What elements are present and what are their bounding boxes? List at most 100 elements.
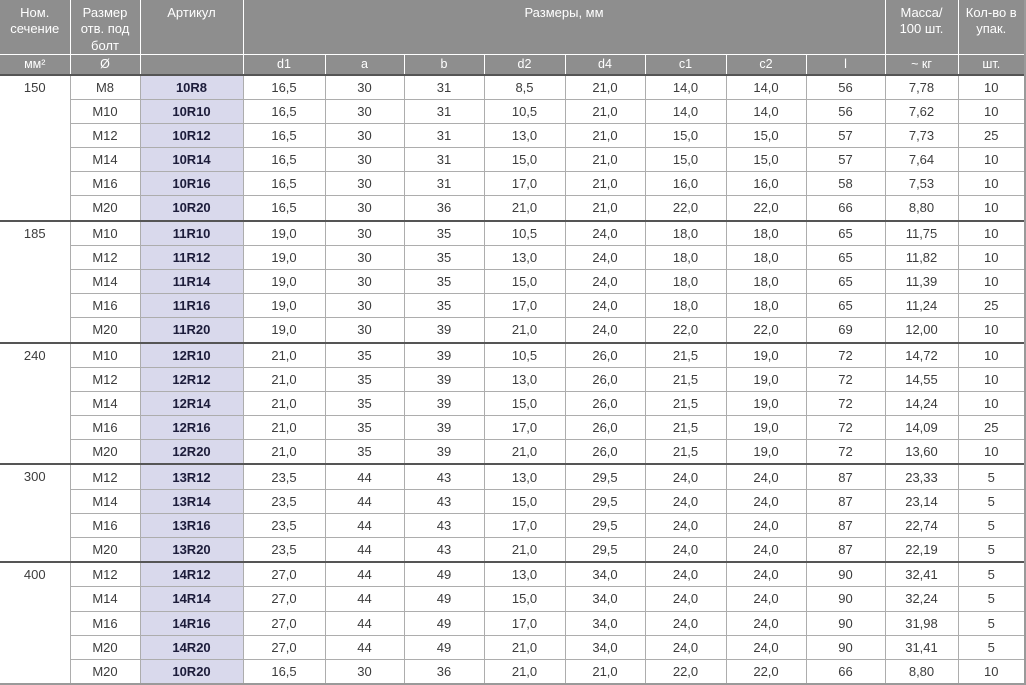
data-cell: 19,0: [242, 293, 326, 319]
data-cell: 35: [403, 293, 485, 319]
bolt-size-cell: М16: [70, 414, 141, 441]
data-cell: 16,5: [242, 74, 326, 101]
artikul-cell: 10R10: [139, 99, 244, 125]
data-cell: 39: [403, 390, 485, 416]
table-row: 240 М10 12R10 21,0 35 39 10,5 26,0 21,5 19,0 72 14,…: [0, 342, 1026, 465]
data-cell: 44: [324, 561, 405, 588]
data-cell: 21,5: [644, 414, 727, 441]
data-cell: 21,0: [483, 634, 566, 660]
artikul-cell: 10R12: [139, 123, 244, 149]
bolt-size-cell: М16: [70, 512, 141, 538]
bolt-size-cell: М16: [70, 171, 141, 197]
data-cell: 31,41: [884, 634, 959, 660]
data-cell: 23,5: [242, 488, 326, 514]
data-cell: 14,72: [884, 342, 959, 368]
data-cell: 17,0: [483, 610, 566, 636]
data-cell: 21,0: [564, 99, 646, 125]
section-label: 400: [0, 561, 71, 685]
data-cell: 49: [403, 586, 485, 612]
data-cell: 31: [403, 99, 485, 125]
artikul-cell: 11R10: [139, 220, 244, 246]
bolt-size-cell: М8: [69, 74, 141, 101]
bolt-size-cell: М12: [69, 463, 141, 490]
artikul-cell: 13R16: [139, 512, 244, 538]
data-cell: 21,0: [483, 439, 566, 465]
data-cell: 7,64: [884, 147, 959, 173]
table-row: М14 11R14 19,0 30 35 15,0 24,0 18,0 18,0 65 11,39 1…: [0, 269, 1026, 295]
subheader-шт: шт.: [958, 53, 1026, 75]
data-cell: 10: [957, 439, 1026, 465]
data-cell: 35: [324, 439, 405, 465]
data-cell: 18,0: [725, 293, 807, 319]
data-cell: 43: [403, 463, 485, 490]
data-cell: 5: [957, 610, 1026, 636]
data-cell: 21,0: [242, 366, 326, 392]
data-cell: 27,0: [242, 561, 326, 588]
data-cell: 44: [324, 634, 405, 660]
data-cell: 10: [957, 195, 1026, 222]
table-row: 300 М12 13R12 23,5 44 43 13,0 29,5 24,0 24,0 87 23,…: [0, 463, 1026, 563]
data-cell: 65: [805, 293, 886, 319]
data-cell: 72: [805, 366, 886, 392]
artikul-cell: 10R8: [139, 74, 244, 101]
data-cell: 30: [324, 99, 405, 125]
table-row: М12 10R12 16,5 30 31 13,0 21,0 15,0 15,0 57 7,73 25: [0, 123, 1026, 149]
header-artikul: Артикул: [140, 0, 244, 55]
data-cell: 5: [957, 561, 1026, 588]
data-cell: 65: [805, 220, 886, 246]
data-cell: 90: [805, 561, 886, 588]
data-cell: 11,39: [884, 269, 959, 295]
data-cell: 56: [805, 99, 886, 125]
data-cell: 29,5: [564, 488, 646, 514]
data-cell: 35: [403, 244, 485, 271]
artikul-cell: 14R16: [139, 610, 244, 636]
data-cell: 34,0: [564, 610, 646, 636]
table-row: М12 12R12 21,0 35 39 13,0 26,0 21,5 19,0 72 14,55 1…: [0, 366, 1026, 392]
bolt-size-cell: М20: [70, 658, 141, 685]
bolt-size-cell: М20: [70, 439, 141, 465]
subheader-кг: ~ кг: [885, 53, 959, 75]
data-cell: 5: [957, 586, 1026, 612]
header-razmery-mm: Размеры, мм: [243, 0, 886, 55]
data-cell: 14,0: [644, 99, 727, 125]
data-cell: 24,0: [644, 634, 727, 660]
data-cell: 39: [403, 317, 485, 343]
subheader-l: l: [806, 53, 886, 75]
data-cell: 15,0: [725, 123, 807, 149]
data-cell: 21,5: [644, 439, 727, 465]
data-cell: 31: [403, 74, 485, 101]
data-cell: 16,5: [242, 147, 326, 173]
artikul-cell: 12R12: [139, 366, 244, 392]
table-row: М12 11R12 19,0 30 35 13,0 24,0 18,0 18,0 65 11,82 1…: [0, 244, 1026, 271]
data-cell: 72: [805, 390, 886, 416]
data-cell: 21,0: [564, 123, 646, 149]
data-cell: 25: [957, 293, 1026, 319]
data-cell: 10,5: [483, 342, 566, 368]
data-cell: 24,0: [725, 610, 807, 636]
data-cell: 21,0: [564, 195, 646, 222]
bolt-size-cell: М14: [70, 147, 141, 173]
artikul-cell: 13R20: [139, 536, 244, 563]
data-cell: 90: [805, 610, 886, 636]
data-cell: 30: [324, 220, 405, 246]
data-cell: 24,0: [725, 634, 807, 660]
data-cell: 14,24: [884, 390, 959, 416]
header-row-main: Ном. сечение Размер отв. под болт Артику…: [0, 0, 1026, 55]
data-cell: 18,0: [644, 293, 727, 319]
data-cell: 15,0: [483, 586, 566, 612]
data-cell: 26,0: [564, 390, 646, 416]
data-cell: 49: [403, 610, 485, 636]
data-cell: 24,0: [725, 536, 807, 563]
data-cell: 19,0: [725, 366, 807, 392]
table-row: М16 12R16 21,0 35 39 17,0 26,0 21,5 19,0 72 14,09 2…: [0, 414, 1026, 441]
data-cell: 10: [957, 366, 1026, 392]
data-cell: 7,73: [884, 123, 959, 149]
header-massa: Масса/ 100 шт.: [885, 0, 959, 55]
data-cell: 31: [403, 123, 485, 149]
data-cell: 30: [324, 147, 405, 173]
data-cell: 21,0: [242, 342, 326, 368]
data-cell: 15,0: [483, 147, 566, 173]
data-cell: 30: [324, 244, 405, 271]
data-cell: 24,0: [725, 463, 807, 490]
data-cell: 32,24: [884, 586, 959, 612]
